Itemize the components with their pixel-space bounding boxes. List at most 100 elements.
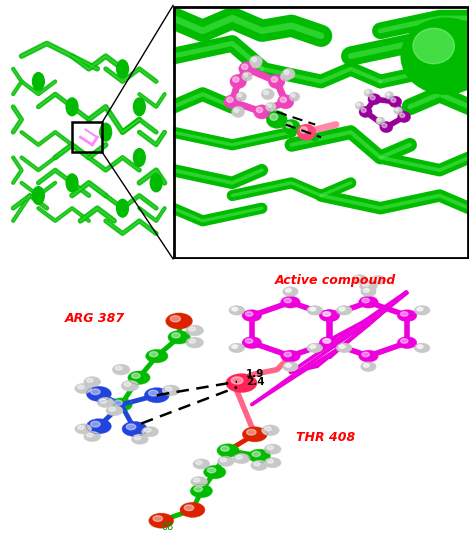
Circle shape xyxy=(242,337,262,349)
Circle shape xyxy=(87,378,93,382)
Circle shape xyxy=(33,186,44,204)
Circle shape xyxy=(246,312,253,316)
Circle shape xyxy=(418,307,423,311)
Circle shape xyxy=(128,371,150,384)
Circle shape xyxy=(145,428,151,432)
Circle shape xyxy=(310,345,315,348)
Circle shape xyxy=(380,122,393,132)
Circle shape xyxy=(189,339,196,343)
Circle shape xyxy=(323,338,331,343)
Circle shape xyxy=(376,117,385,125)
Circle shape xyxy=(271,77,278,82)
Circle shape xyxy=(359,106,372,118)
Circle shape xyxy=(308,343,323,352)
Circle shape xyxy=(373,277,379,281)
Circle shape xyxy=(336,343,351,352)
Circle shape xyxy=(226,374,257,392)
Circle shape xyxy=(359,296,378,308)
Circle shape xyxy=(320,310,340,322)
Text: THR 408: THR 408 xyxy=(296,431,356,444)
Circle shape xyxy=(252,451,260,457)
Circle shape xyxy=(417,307,422,311)
Circle shape xyxy=(361,108,366,112)
Circle shape xyxy=(230,74,246,89)
Circle shape xyxy=(251,59,261,68)
Circle shape xyxy=(364,288,369,292)
Circle shape xyxy=(207,468,216,473)
Circle shape xyxy=(415,306,430,315)
Circle shape xyxy=(339,345,345,348)
Circle shape xyxy=(231,307,237,311)
Circle shape xyxy=(193,478,200,482)
Circle shape xyxy=(244,74,247,77)
Circle shape xyxy=(291,94,295,97)
Circle shape xyxy=(266,111,287,129)
Circle shape xyxy=(401,312,408,316)
Circle shape xyxy=(264,458,281,468)
Circle shape xyxy=(142,427,159,437)
Circle shape xyxy=(300,127,307,133)
Circle shape xyxy=(284,70,289,75)
Circle shape xyxy=(229,306,244,315)
Circle shape xyxy=(270,114,278,120)
Circle shape xyxy=(184,505,194,511)
Circle shape xyxy=(277,95,294,109)
Circle shape xyxy=(391,98,396,102)
Circle shape xyxy=(337,306,352,315)
Circle shape xyxy=(377,118,381,121)
Circle shape xyxy=(414,343,429,352)
Circle shape xyxy=(180,502,205,517)
Circle shape xyxy=(242,64,248,70)
Circle shape xyxy=(265,102,276,111)
Circle shape xyxy=(370,95,375,100)
Circle shape xyxy=(232,307,238,311)
Circle shape xyxy=(122,421,147,437)
Circle shape xyxy=(339,307,345,311)
Circle shape xyxy=(281,350,300,362)
Circle shape xyxy=(229,343,244,353)
Circle shape xyxy=(229,343,245,352)
Circle shape xyxy=(233,453,250,464)
Circle shape xyxy=(339,307,345,311)
Circle shape xyxy=(134,436,141,440)
Circle shape xyxy=(254,462,260,466)
Circle shape xyxy=(283,362,298,372)
Text: ARG 387: ARG 387 xyxy=(64,312,125,325)
Circle shape xyxy=(283,362,298,371)
Circle shape xyxy=(253,60,256,64)
Circle shape xyxy=(218,456,234,467)
Circle shape xyxy=(112,364,130,375)
Circle shape xyxy=(336,306,351,315)
Circle shape xyxy=(242,310,262,322)
Circle shape xyxy=(86,386,111,402)
Circle shape xyxy=(189,327,196,331)
Circle shape xyxy=(359,281,377,292)
Circle shape xyxy=(110,398,132,411)
Circle shape xyxy=(283,119,301,135)
Circle shape xyxy=(86,419,111,434)
Circle shape xyxy=(232,345,238,348)
Circle shape xyxy=(320,337,340,349)
Circle shape xyxy=(310,345,316,348)
Circle shape xyxy=(186,325,203,336)
Circle shape xyxy=(194,487,202,492)
Circle shape xyxy=(284,352,292,356)
Circle shape xyxy=(400,113,405,118)
Circle shape xyxy=(236,455,242,459)
Circle shape xyxy=(115,366,122,370)
Circle shape xyxy=(323,338,330,343)
Circle shape xyxy=(267,104,271,107)
Circle shape xyxy=(310,307,316,311)
Circle shape xyxy=(165,387,172,391)
Circle shape xyxy=(84,432,100,441)
Circle shape xyxy=(319,337,339,349)
Circle shape xyxy=(307,306,322,315)
Circle shape xyxy=(361,362,376,371)
Circle shape xyxy=(254,105,270,119)
Circle shape xyxy=(149,352,158,357)
Circle shape xyxy=(264,444,281,455)
Circle shape xyxy=(150,174,162,192)
Text: Active compound: Active compound xyxy=(274,274,396,287)
Circle shape xyxy=(78,385,84,389)
Circle shape xyxy=(153,516,163,522)
